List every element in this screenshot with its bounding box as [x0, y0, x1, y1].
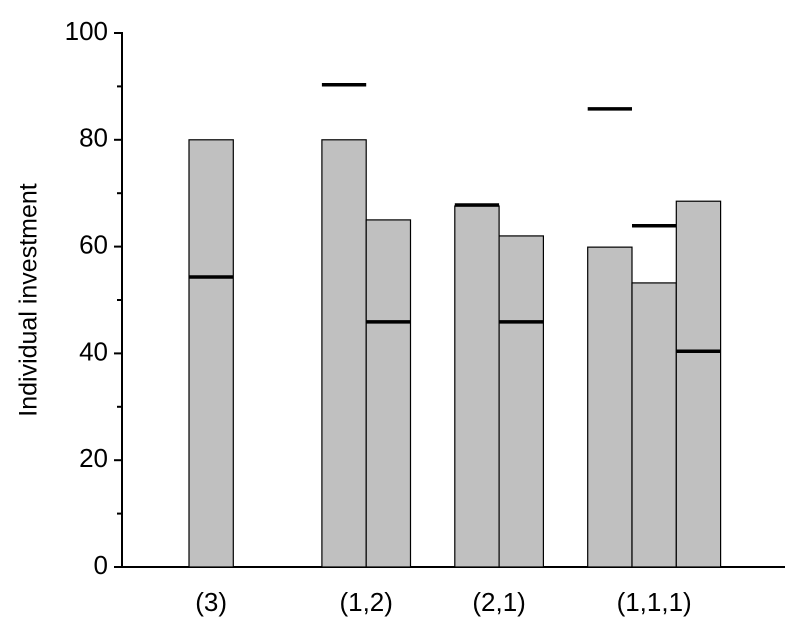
bar: [675, 200, 722, 568]
bar: [631, 282, 677, 568]
y-tick-label: 60: [79, 229, 108, 259]
bar: [454, 205, 500, 568]
y-tick-label: 20: [79, 443, 108, 473]
bar: [587, 246, 633, 568]
bar: [498, 235, 545, 568]
y-tick-label: 100: [65, 16, 108, 46]
x-tick-label: (3): [195, 587, 227, 617]
x-tick-label: (1,1,1): [617, 587, 692, 617]
y-tick-label: 80: [79, 123, 108, 153]
bar: [188, 139, 234, 568]
bar: [321, 139, 367, 568]
y-tick-label: 40: [79, 336, 108, 366]
x-tick-label: (1,2): [339, 587, 392, 617]
y-axis-label: Individual investment: [15, 183, 43, 417]
x-tick-label: (2,1): [472, 587, 525, 617]
bar: [365, 219, 412, 568]
y-tick-label: 0: [94, 550, 108, 580]
